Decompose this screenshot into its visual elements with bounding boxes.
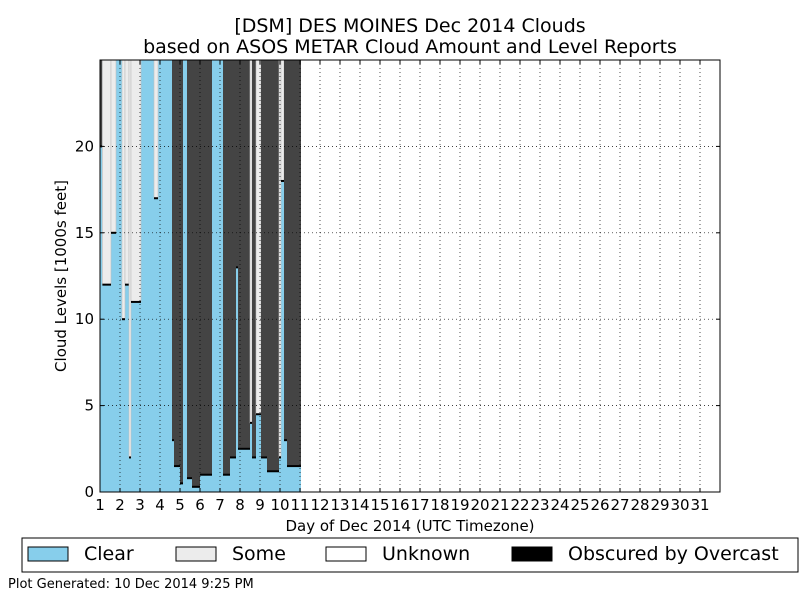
cloud-segment-overcast xyxy=(230,60,236,458)
legend-swatch xyxy=(27,546,69,562)
cloud-segment-overcast xyxy=(287,60,301,467)
x-tick-label: 22 xyxy=(510,496,529,514)
x-tick-label: 18 xyxy=(430,496,449,514)
cloud-segment-overcast xyxy=(187,60,192,479)
x-tick-label: 26 xyxy=(590,496,609,514)
cloud-segment-overcast xyxy=(261,60,267,458)
x-tick-label: 23 xyxy=(530,496,549,514)
x-tick-label: 30 xyxy=(670,496,689,514)
x-axis: 1 2 3 4 5 6 7 8 9 10 11 12 13 14 15 16 17 18 19 20 21 22 23 24 2… xyxy=(95,60,710,514)
cloud-segment-some xyxy=(130,59,142,303)
grid-lines xyxy=(100,60,720,492)
cloud-segment-some xyxy=(255,59,262,415)
legend-label: Clear xyxy=(84,543,134,565)
cloud-segment-overcast xyxy=(236,60,238,268)
y-tick-label: 0 xyxy=(84,483,94,501)
y-axis-label: Cloud Levels [1000s feet] xyxy=(52,180,70,372)
x-tick-label: 2 xyxy=(115,496,125,514)
x-tick-label: 8 xyxy=(235,496,245,514)
plot-frame xyxy=(99,59,721,493)
cloud-segment-some xyxy=(124,59,130,285)
x-tick-label: 16 xyxy=(390,496,409,514)
cloud-segment-some xyxy=(121,59,126,320)
legend-swatch xyxy=(325,546,367,562)
x-tick-label: 31 xyxy=(690,496,709,514)
legend-items: Clear Some Unknown Obscured by Overcast xyxy=(27,543,779,565)
legend-label: Some xyxy=(232,543,286,565)
cloud-segment-some xyxy=(249,59,253,424)
cloud-segment-overcast xyxy=(200,60,212,475)
plot-area xyxy=(100,59,301,492)
x-axis-label: Day of Dec 2014 (UTC Timezone) xyxy=(285,517,534,535)
cloud-segment-overcast xyxy=(284,60,287,441)
cloud-segment-some xyxy=(102,59,112,285)
y-tick-label: 10 xyxy=(75,310,94,328)
x-tick-label: 7 xyxy=(215,496,225,514)
x-tick-label: 4 xyxy=(155,496,165,514)
x-tick-label: 6 xyxy=(195,496,205,514)
cloud-segment-overcast xyxy=(174,60,180,467)
x-tick-label: 28 xyxy=(630,496,649,514)
cloud-segment-overcast xyxy=(172,60,174,441)
cloud-segment-some xyxy=(280,59,285,182)
x-tick-label: 12 xyxy=(310,496,329,514)
cloud-segment-overcast xyxy=(267,60,279,472)
x-tick-label: 27 xyxy=(610,496,629,514)
cloud-segment-overcast xyxy=(180,60,183,484)
cloud-segment-some xyxy=(110,59,117,234)
x-tick-label: 1 xyxy=(95,496,105,514)
cloud-segment-some xyxy=(128,59,132,458)
legend-swatch xyxy=(175,546,217,562)
legend: Clear Some Unknown Obscured by Overcast xyxy=(21,537,799,573)
cloud-segment-overcast xyxy=(238,60,250,449)
x-tick-label: 11 xyxy=(290,496,309,514)
x-tick-label: 21 xyxy=(490,496,509,514)
cloud-segment-overcast xyxy=(192,60,200,487)
x-tick-label: 25 xyxy=(570,496,589,514)
cloud-segment-overcast xyxy=(223,60,230,475)
cloud-segment-some xyxy=(153,59,159,199)
x-tick-label: 29 xyxy=(650,496,669,514)
y-tick-label: 20 xyxy=(75,137,94,155)
y-tick-label: 5 xyxy=(84,397,94,415)
legend-frame xyxy=(21,537,799,573)
x-tick-label: 19 xyxy=(450,496,469,514)
x-tick-label: 9 xyxy=(255,496,265,514)
legend-swatch xyxy=(511,546,553,562)
x-tick-label: 3 xyxy=(135,496,145,514)
x-tick-label: 24 xyxy=(550,496,569,514)
x-tick-label: 20 xyxy=(470,496,489,514)
legend-label: Unknown xyxy=(382,543,470,565)
legend-label: Obscured by Overcast xyxy=(568,543,779,565)
x-tick-label: 14 xyxy=(350,496,369,514)
x-tick-label: 17 xyxy=(410,496,429,514)
x-tick-label: 15 xyxy=(370,496,389,514)
chart-subtitle: based on ASOS METAR Cloud Amount and Lev… xyxy=(143,36,677,58)
x-tick-label: 10 xyxy=(270,496,289,514)
chart-title: [DSM] DES MOINES Dec 2014 Clouds xyxy=(234,15,585,37)
y-tick-label: 15 xyxy=(75,224,94,242)
cloud-segment-overcast xyxy=(100,60,103,147)
y-axis: 0 5 10 15 20 xyxy=(75,137,720,501)
cloud-segment-overcast xyxy=(252,60,256,458)
x-tick-label: 5 xyxy=(175,496,185,514)
plot-generated-note: Plot Generated: 10 Dec 2014 9:25 PM xyxy=(8,577,254,592)
x-tick-label: 13 xyxy=(330,496,349,514)
